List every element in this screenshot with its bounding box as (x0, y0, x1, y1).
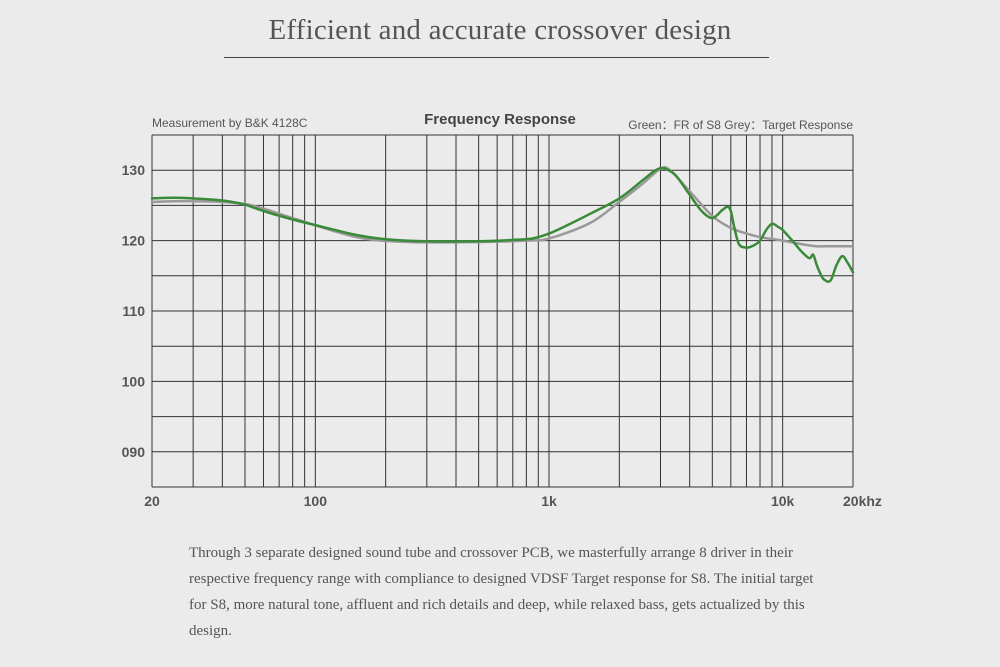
measurement-note: Measurement by B&K 4128C (152, 116, 308, 130)
horizontal-gridlines (152, 134, 853, 488)
title-underline (224, 57, 769, 58)
description-text: Through 3 separate designed sound tube a… (189, 545, 814, 639)
x-tick-label-20000: 20khz (843, 493, 882, 509)
y-tick-label-130: 130 (122, 162, 146, 178)
axis-labels: 090 100 110 120 130 20 100 1k 10k 20khz (122, 162, 882, 509)
y-tick-label-90: 090 (122, 444, 146, 460)
series-layer (150, 165, 855, 283)
x-tick-label-100: 100 (304, 493, 328, 509)
x-tick-label-1000: 1k (541, 493, 557, 509)
y-tick-label-120: 120 (122, 233, 146, 249)
x-tick-label-10000: 10k (771, 493, 795, 509)
y-tick-label-100: 100 (122, 373, 146, 389)
chart-legend: Green：FR of S8 Grey：Target Response (628, 118, 853, 132)
chart-title: Frequency Response (424, 111, 576, 128)
x-tick-label-20: 20 (144, 493, 160, 509)
page-title: Efficient and accurate crossover design (268, 14, 732, 46)
series-target-response (150, 165, 855, 248)
series-fr-of-s8 (150, 166, 855, 283)
y-tick-label-110: 110 (122, 303, 145, 319)
